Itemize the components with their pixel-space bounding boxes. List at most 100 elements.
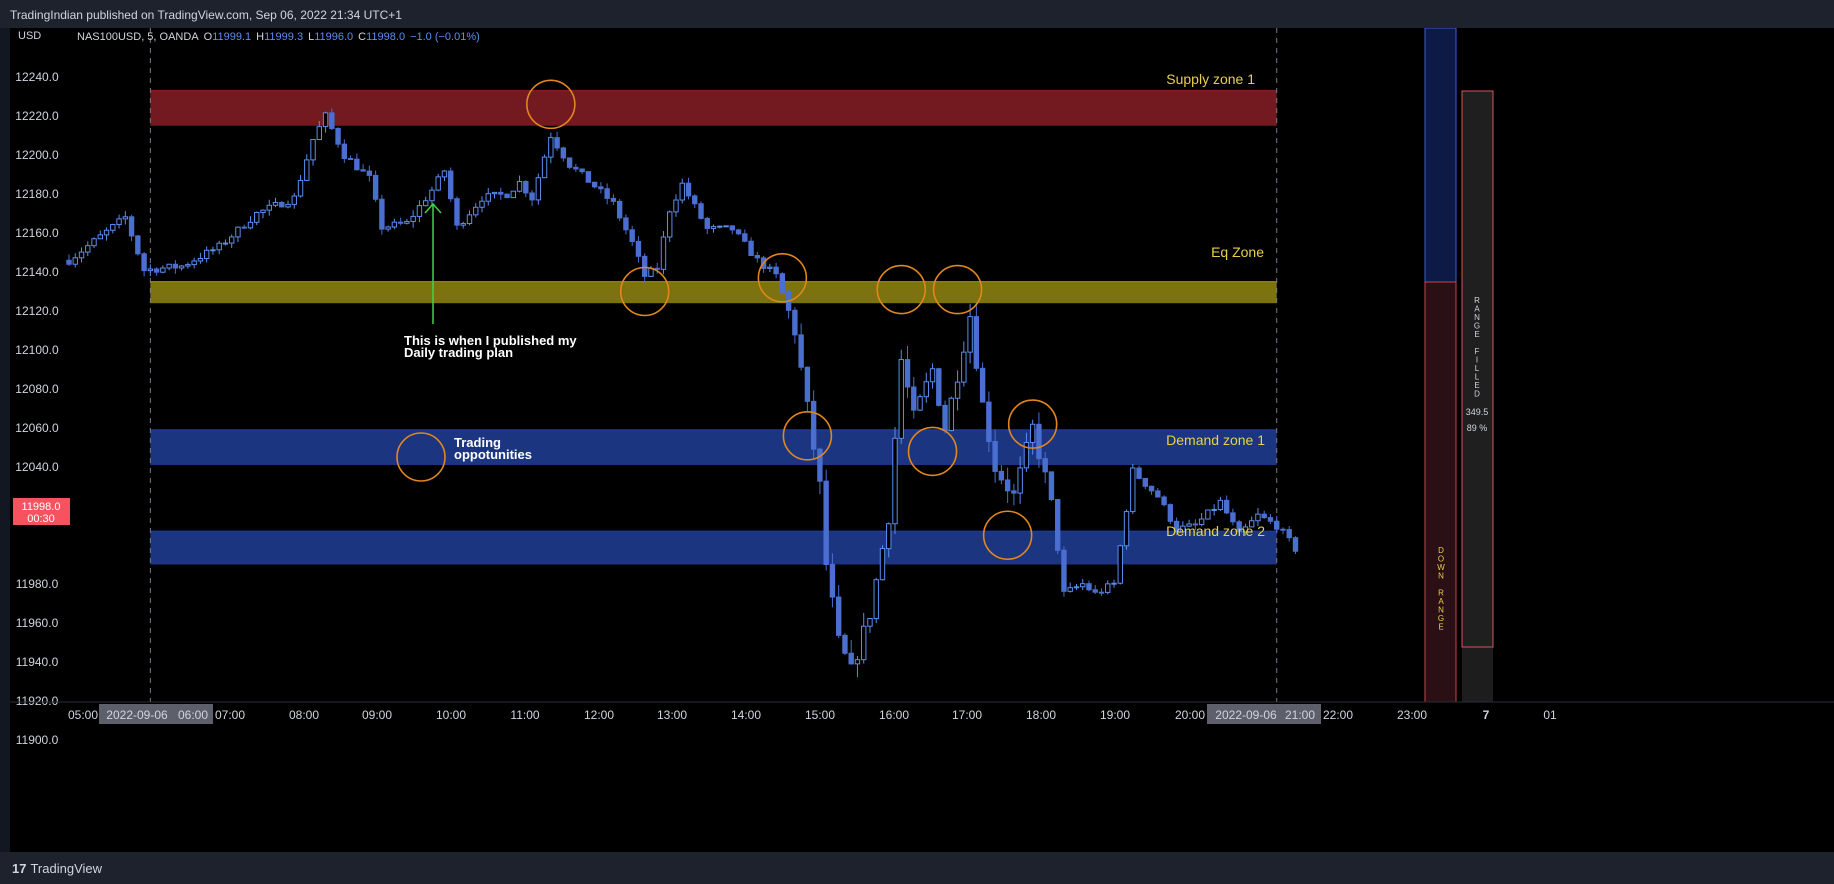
candle-body bbox=[1292, 537, 1299, 552]
candle-body bbox=[673, 199, 679, 213]
candle-body bbox=[416, 205, 423, 217]
time-tick-label: 22:00 bbox=[1323, 708, 1353, 722]
candle-body bbox=[228, 236, 235, 244]
candle-body bbox=[1211, 508, 1217, 511]
range-filled-letter: F bbox=[1475, 347, 1480, 356]
time-tick-label: 16:00 bbox=[879, 708, 909, 722]
tradingview-logo-icon: 17 bbox=[12, 861, 27, 876]
candle-body bbox=[867, 618, 873, 627]
open-value: 11999.1 bbox=[212, 31, 251, 43]
last-price-value: 11998.0 bbox=[22, 501, 61, 513]
candle-body bbox=[1111, 582, 1117, 585]
markers-layer bbox=[526, 79, 1058, 561]
candle-body bbox=[848, 652, 854, 665]
candle-body bbox=[128, 216, 135, 237]
candle-body bbox=[153, 268, 160, 273]
candle-body bbox=[710, 226, 717, 229]
candle-body bbox=[110, 224, 116, 231]
candlestick-chart[interactable]: Supply zone 1 Eq Zone Demand zone 1 Dema… bbox=[10, 28, 1834, 852]
candle-body bbox=[454, 198, 460, 226]
candle-body bbox=[829, 563, 836, 598]
candle-body bbox=[491, 191, 498, 195]
candle-body bbox=[535, 177, 542, 201]
candle-body bbox=[554, 137, 560, 149]
candle-body bbox=[898, 359, 904, 439]
down-range-letter: E bbox=[1438, 623, 1443, 632]
candle-body bbox=[604, 188, 610, 199]
price-tick-label: 12160.0 bbox=[15, 226, 59, 240]
candle-body bbox=[573, 166, 579, 170]
candle-body bbox=[203, 249, 210, 259]
candle-body bbox=[122, 216, 129, 220]
candle-body bbox=[116, 218, 122, 226]
candle-body bbox=[986, 401, 992, 443]
candle-body bbox=[773, 266, 779, 275]
opportunity-note-line-2: oppotunities bbox=[454, 447, 532, 462]
price-tick-label: 12240.0 bbox=[15, 70, 59, 84]
candle-body bbox=[466, 214, 473, 225]
candle-body bbox=[341, 143, 348, 159]
time-tick-label: 11:00 bbox=[510, 708, 539, 722]
time-tick-label: 18:00 bbox=[1026, 708, 1056, 722]
range-filled-letter: R bbox=[1474, 296, 1480, 305]
zone-demand-zone-2 bbox=[150, 531, 1277, 565]
ohlc-legend: NAS100USD, 5, OANDA O11999.1 H11999.3 L1199… bbox=[77, 31, 480, 43]
candle-body bbox=[548, 137, 554, 158]
candle-body bbox=[923, 381, 929, 398]
time-tick-label: 21:00 bbox=[1285, 708, 1315, 722]
time-tick-label: 7 bbox=[1483, 708, 1490, 722]
candle-body bbox=[798, 334, 804, 368]
down-range-letter: N bbox=[1438, 572, 1444, 581]
candle-body bbox=[911, 386, 917, 411]
candle-body bbox=[1061, 549, 1067, 592]
tradingview-brand[interactable]: 17 TradingView bbox=[12, 861, 102, 876]
candle-body bbox=[904, 359, 911, 388]
candle-body bbox=[635, 240, 642, 257]
candle-body bbox=[297, 179, 304, 197]
candle-body bbox=[729, 225, 736, 231]
candle-body bbox=[698, 203, 704, 219]
time-axis[interactable]: 05:00 06:00 07:00 08:00 09:00 10:00 11:00 12:00… bbox=[68, 704, 1557, 724]
supply-zone-1-label: Supply zone 1 bbox=[1166, 71, 1255, 87]
candle-body bbox=[1054, 499, 1061, 551]
range-filled-bar bbox=[1461, 90, 1494, 648]
price-axis[interactable]: 12240.0 12220.0 12200.0 12180.0 12160.0 12140… bbox=[15, 70, 59, 747]
candle-body bbox=[723, 225, 729, 228]
zone-demand-zone-1 bbox=[150, 429, 1277, 466]
candle-body bbox=[1248, 520, 1255, 528]
candle-body bbox=[429, 189, 435, 202]
candle-body bbox=[335, 127, 341, 145]
candle-body bbox=[397, 221, 404, 224]
candle-body bbox=[498, 191, 504, 195]
candle-body bbox=[804, 366, 811, 402]
time-tick-label: 12:00 bbox=[584, 708, 614, 722]
down-range-letter: O bbox=[1438, 555, 1444, 564]
candle-body bbox=[410, 215, 416, 222]
candle-body bbox=[404, 220, 410, 224]
range-filled-letter: A bbox=[1474, 305, 1480, 314]
candle-body bbox=[954, 381, 961, 399]
price-tick-label: 12080.0 bbox=[15, 382, 59, 396]
candle-body bbox=[172, 263, 179, 269]
candle-body bbox=[1223, 499, 1230, 514]
candle-body bbox=[667, 211, 673, 238]
chart-area[interactable]: Supply zone 1 Eq Zone Demand zone 1 Dema… bbox=[10, 28, 1834, 852]
opportunity-circle bbox=[982, 510, 1033, 561]
candle-body bbox=[135, 235, 141, 255]
candle-body bbox=[85, 245, 91, 253]
candle-body bbox=[166, 263, 172, 269]
candle-body bbox=[304, 159, 310, 181]
demand-zone-1-label: Demand zone 1 bbox=[1166, 432, 1265, 448]
price-tick-label: 12200.0 bbox=[15, 148, 59, 162]
candle-body bbox=[1192, 523, 1199, 526]
candle-body bbox=[1267, 517, 1274, 522]
range-filled-value: 349.5 bbox=[1466, 407, 1489, 417]
time-tick-label: 01 bbox=[1543, 708, 1557, 722]
candle-body bbox=[623, 217, 629, 231]
candle-body bbox=[704, 217, 710, 229]
candle-body bbox=[1092, 589, 1098, 593]
candle-body bbox=[78, 251, 85, 259]
candle-body bbox=[178, 265, 185, 269]
candle-body bbox=[998, 470, 1005, 481]
candle-body bbox=[742, 233, 748, 242]
